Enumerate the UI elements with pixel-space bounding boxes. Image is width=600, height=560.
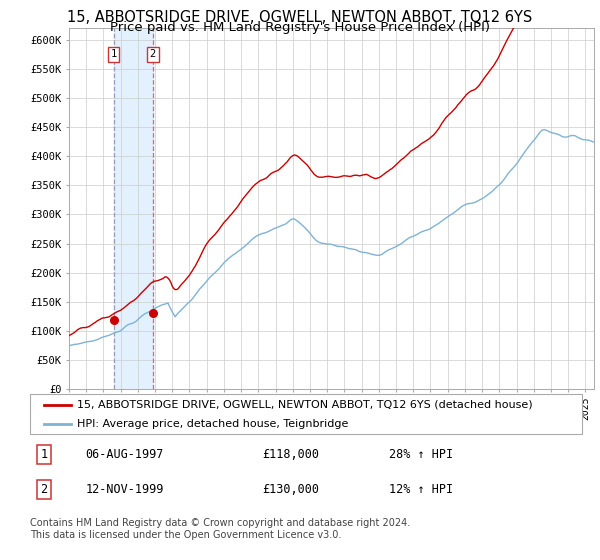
Bar bbox=[113, 28, 153, 389]
Text: 2: 2 bbox=[40, 483, 47, 496]
Text: 2: 2 bbox=[150, 49, 156, 59]
Text: £130,000: £130,000 bbox=[262, 483, 319, 496]
Text: 15, ABBOTSRIDGE DRIVE, OGWELL, NEWTON ABBOT, TQ12 6YS (detached house): 15, ABBOTSRIDGE DRIVE, OGWELL, NEWTON AB… bbox=[77, 400, 533, 410]
Text: 1: 1 bbox=[40, 448, 47, 461]
Text: HPI: Average price, detached house, Teignbridge: HPI: Average price, detached house, Teig… bbox=[77, 418, 348, 428]
Text: 06-AUG-1997: 06-AUG-1997 bbox=[85, 448, 164, 461]
FancyBboxPatch shape bbox=[30, 394, 582, 434]
Text: Price paid vs. HM Land Registry's House Price Index (HPI): Price paid vs. HM Land Registry's House … bbox=[110, 21, 490, 34]
Text: 12-NOV-1999: 12-NOV-1999 bbox=[85, 483, 164, 496]
Text: £118,000: £118,000 bbox=[262, 448, 319, 461]
Text: Contains HM Land Registry data © Crown copyright and database right 2024.
This d: Contains HM Land Registry data © Crown c… bbox=[30, 518, 410, 540]
Text: 28% ↑ HPI: 28% ↑ HPI bbox=[389, 448, 453, 461]
Text: 15, ABBOTSRIDGE DRIVE, OGWELL, NEWTON ABBOT, TQ12 6YS: 15, ABBOTSRIDGE DRIVE, OGWELL, NEWTON AB… bbox=[67, 10, 533, 25]
Text: 1: 1 bbox=[110, 49, 117, 59]
Text: 12% ↑ HPI: 12% ↑ HPI bbox=[389, 483, 453, 496]
